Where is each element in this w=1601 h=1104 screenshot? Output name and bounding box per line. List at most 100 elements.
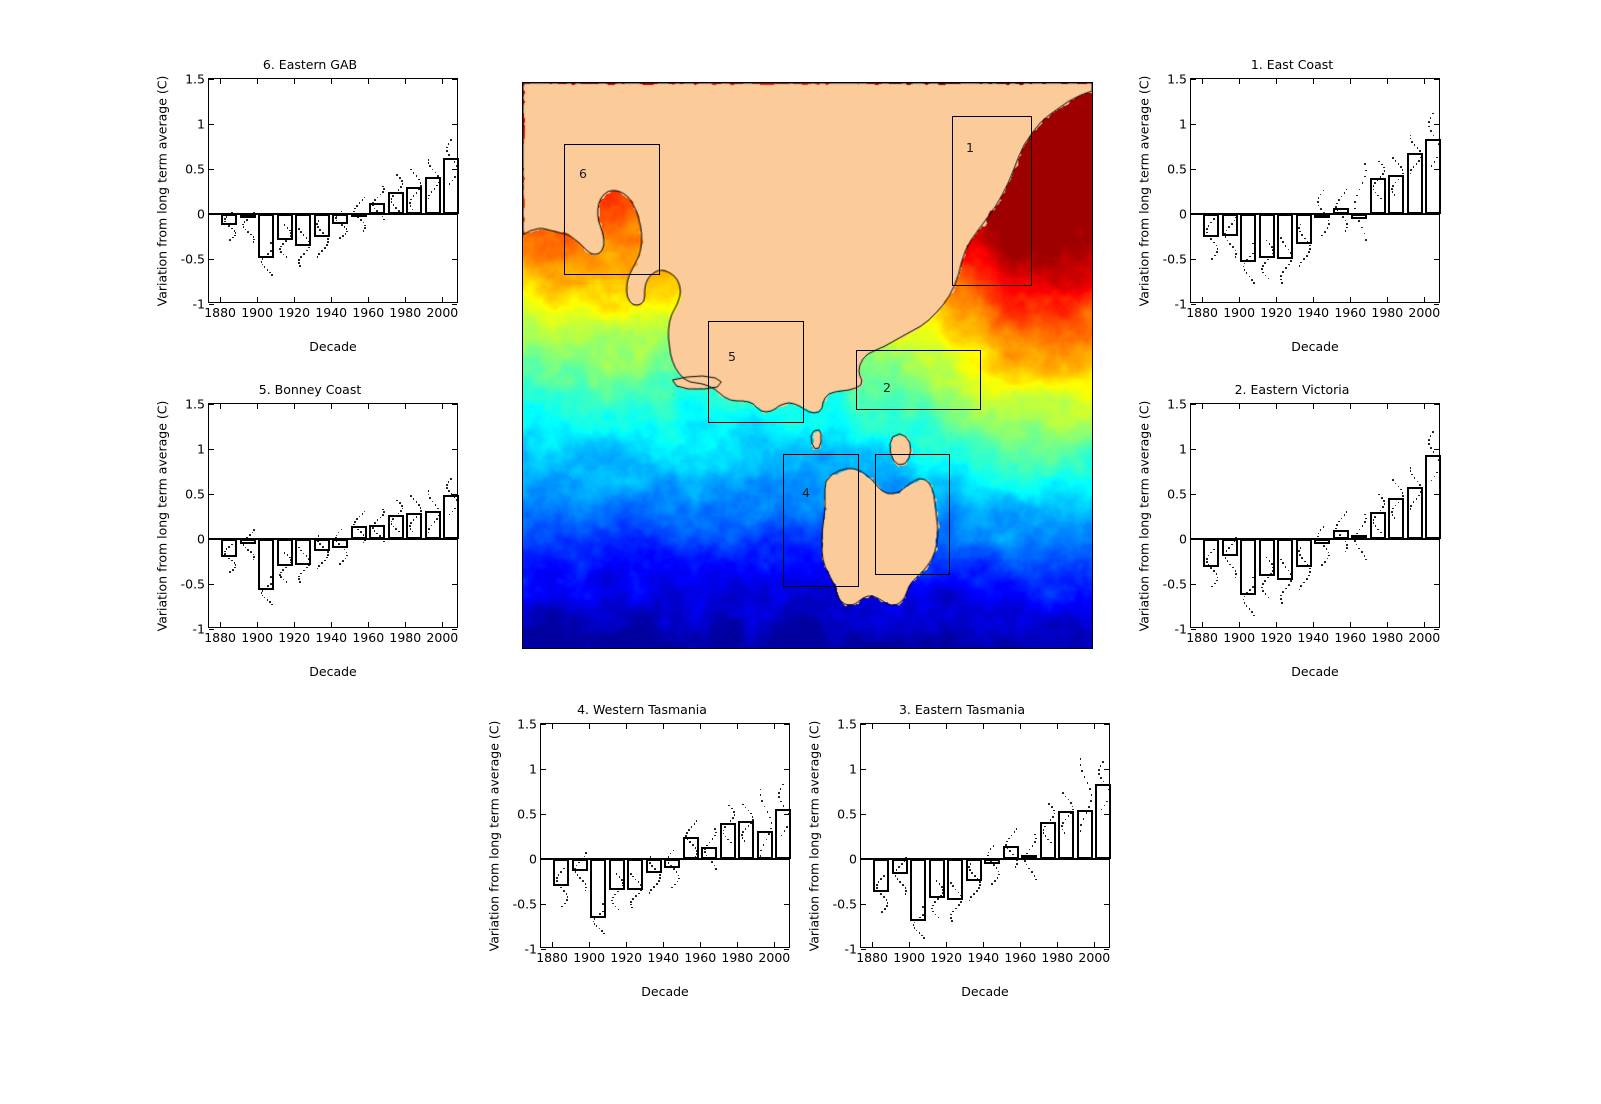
uncertainty-dot xyxy=(396,499,399,502)
uncertainty-dot xyxy=(1042,828,1045,831)
uncertainty-dot xyxy=(261,594,264,597)
uncertainty-dot xyxy=(1361,226,1363,229)
uncertainty-dot xyxy=(1355,532,1358,535)
uncertainty-dot xyxy=(305,555,308,557)
uncertainty-dot xyxy=(282,569,284,571)
uncertainty-dot xyxy=(592,920,595,923)
x-axis-tick-label: 2000 xyxy=(426,630,459,645)
uncertainty-dot xyxy=(411,208,414,211)
uncertainty-dot xyxy=(1067,815,1070,818)
uncertainty-dot xyxy=(1061,828,1064,831)
uncertainty-dot xyxy=(1432,112,1434,115)
uncertainty-dot xyxy=(446,484,448,486)
uncertainty-dot xyxy=(667,862,670,864)
y-axis-tick-mark xyxy=(452,304,457,305)
x-axis-tick-mark xyxy=(257,404,259,409)
uncertainty-dot xyxy=(1320,208,1322,211)
uncertainty-dot xyxy=(935,880,938,882)
uncertainty-dot xyxy=(372,202,374,204)
uncertainty-dot xyxy=(383,218,385,221)
uncertainty-dot xyxy=(1354,207,1356,210)
uncertainty-dot xyxy=(376,519,379,522)
uncertainty-dot xyxy=(1400,166,1402,168)
x-axis-tick-label: 1880 xyxy=(204,305,237,320)
bar xyxy=(1203,214,1220,238)
x-axis-tick-mark xyxy=(774,724,776,729)
bar xyxy=(608,859,625,890)
uncertainty-dot xyxy=(1393,194,1396,196)
chart-panel-bonney-coast: 5. Bonney Coast -1 -0.5 0 0.5 1 1.5 1880 1900 192… xyxy=(140,380,480,690)
uncertainty-dot xyxy=(884,908,886,910)
zero-baseline xyxy=(1191,538,1439,540)
uncertainty-dot xyxy=(728,804,731,807)
bar xyxy=(239,214,256,218)
uncertainty-dot xyxy=(1380,197,1382,200)
uncertainty-dot xyxy=(247,549,250,551)
uncertainty-dot xyxy=(418,188,420,191)
uncertainty-dot xyxy=(232,236,234,239)
y-axis-tick-label: 1.5 xyxy=(837,716,857,732)
y-axis-tick-mark xyxy=(1434,629,1439,630)
x-axis-tick-mark xyxy=(1202,622,1204,627)
uncertainty-dot xyxy=(431,500,434,503)
x-axis-label: Decade xyxy=(309,664,357,679)
uncertainty-dot xyxy=(1383,500,1385,502)
y-axis-tick-mark xyxy=(784,904,789,905)
uncertainty-dot xyxy=(778,792,780,794)
uncertainty-dot xyxy=(302,552,305,555)
uncertainty-dot xyxy=(303,252,305,255)
uncertainty-dot xyxy=(1438,152,1441,154)
uncertainty-dot xyxy=(427,158,430,161)
uncertainty-dot xyxy=(317,534,320,537)
uncertainty-dot xyxy=(782,783,784,786)
uncertainty-dot xyxy=(770,822,773,824)
x-axis-tick-mark xyxy=(331,622,333,627)
uncertainty-dot xyxy=(711,861,713,863)
uncertainty-dot xyxy=(316,256,319,258)
y-axis-tick-mark xyxy=(1104,814,1109,815)
uncertainty-dot xyxy=(340,528,343,531)
uncertainty-dot xyxy=(1061,825,1063,827)
uncertainty-dot xyxy=(1392,507,1394,510)
y-axis-tick-label: 0.5 xyxy=(517,806,537,822)
bar xyxy=(1295,214,1312,244)
uncertainty-dot xyxy=(270,242,272,244)
uncertainty-dot xyxy=(285,240,287,242)
uncertainty-dot xyxy=(1215,244,1218,247)
uncertainty-dot xyxy=(297,578,300,580)
uncertainty-dot xyxy=(1381,496,1383,499)
uncertainty-dot xyxy=(1358,547,1360,550)
uncertainty-dot xyxy=(447,490,450,492)
uncertainty-dot xyxy=(327,554,330,556)
uncertainty-dot xyxy=(1015,828,1018,830)
uncertainty-dot xyxy=(286,554,289,556)
uncertainty-dot xyxy=(253,238,256,241)
uncertainty-dot xyxy=(1214,582,1216,585)
uncertainty-dot xyxy=(280,576,282,578)
uncertainty-dot xyxy=(1383,503,1386,505)
y-axis-tick-mark xyxy=(1191,79,1196,80)
uncertainty-dot xyxy=(234,564,237,567)
region-box-5 xyxy=(708,321,804,423)
uncertainty-dot xyxy=(280,250,282,253)
uncertainty-dot xyxy=(1035,878,1037,881)
uncertainty-dot xyxy=(345,230,348,233)
uncertainty-dot xyxy=(971,872,973,874)
uncertainty-dot xyxy=(412,195,415,197)
uncertainty-dot xyxy=(922,906,924,908)
uncertainty-dot xyxy=(282,242,284,245)
uncertainty-dot xyxy=(886,905,888,907)
zero-baseline xyxy=(1191,213,1439,215)
uncertainty-dot xyxy=(1365,169,1367,172)
uncertainty-dot xyxy=(401,180,403,182)
uncertainty-dot xyxy=(997,873,1000,876)
y-axis-tick-label: -0.5 xyxy=(1162,251,1187,267)
bar xyxy=(1388,497,1405,539)
uncertainty-dot xyxy=(1225,229,1228,232)
x-axis-tick-mark xyxy=(1276,622,1278,627)
uncertainty-dot xyxy=(353,520,356,523)
uncertainty-dot xyxy=(1429,117,1432,119)
uncertainty-dot xyxy=(1410,169,1412,172)
uncertainty-dot xyxy=(1415,163,1418,165)
uncertainty-dot xyxy=(263,596,266,599)
